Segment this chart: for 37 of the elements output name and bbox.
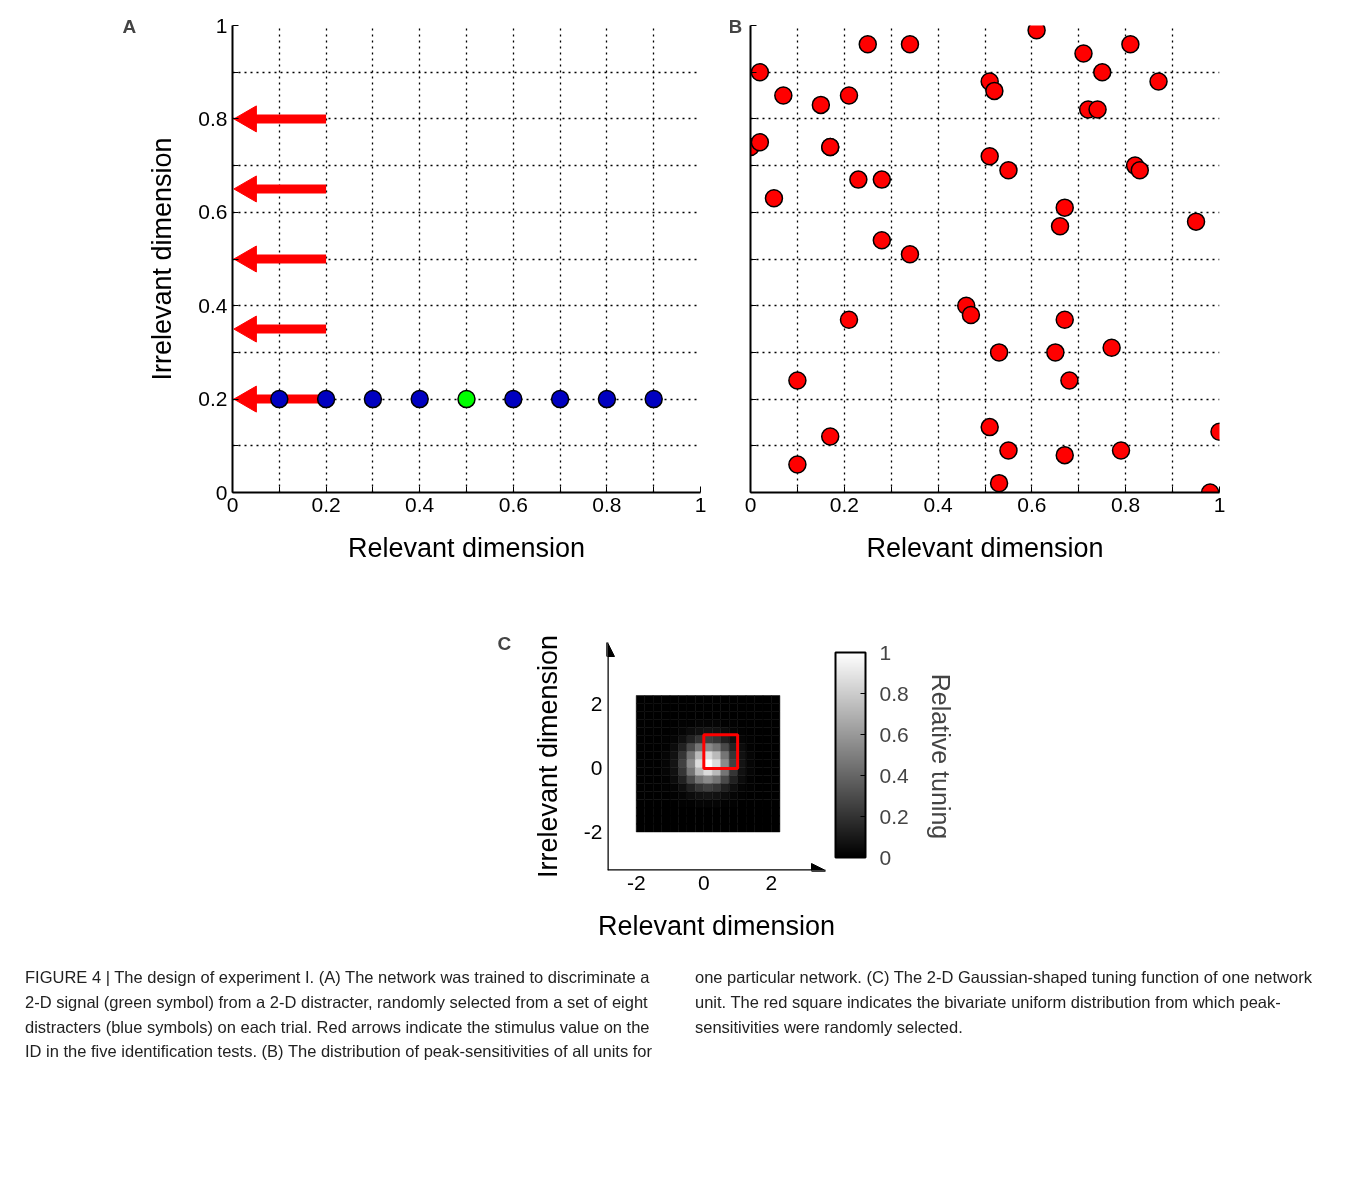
- y-axis-title: Irrelevant dimension: [532, 634, 563, 879]
- x-tick-label: 1: [694, 492, 707, 516]
- color-bar-label: 0.6: [879, 722, 909, 746]
- y-tick-label: 0: [590, 755, 603, 779]
- color-bar-label: 0.4: [879, 763, 910, 787]
- color-bar-label: 1: [879, 640, 892, 664]
- y-tick-label: -2: [583, 819, 603, 843]
- x-tick-label: 0.6: [1017, 492, 1047, 516]
- x-axis-title: Relevant dimension: [347, 532, 586, 563]
- x-tick-label: 2: [765, 870, 778, 894]
- y-tick-label: 0.4: [198, 293, 228, 317]
- y-axis-title: Irrelevant dimension: [147, 137, 178, 381]
- chart-title: A: [122, 15, 137, 37]
- x-axis-title: Relevant dimension: [597, 910, 836, 941]
- x-tick-label: 0.6: [498, 492, 528, 516]
- x-tick-label: 0.4: [405, 492, 435, 516]
- chart-title: B: [728, 15, 743, 37]
- y-tick-label: 0.2: [198, 387, 228, 411]
- y-tick-label: 0.6: [198, 200, 228, 224]
- x-tick-label: -2: [626, 870, 646, 894]
- chart-title: C: [497, 632, 512, 654]
- x-tick-label: 1: [1213, 492, 1226, 516]
- x-tick-label: 0: [744, 492, 757, 516]
- y-tick-label: 1: [215, 13, 228, 37]
- color-bar-label: 0.2: [879, 804, 909, 828]
- color-bar-title: Relative tuning: [926, 673, 955, 840]
- x-tick-label: 0.8: [1111, 492, 1141, 516]
- text: FIGURE 4 | The design of experiment I. (A) The network was trained to discriminate a 2-D signal (green symbol) from a 2-D distracter, randomly selected from a set of eight distracters (blue symbols) on each trial. Red arrows indicate the stimulus value on the ID in the five identification tests. (B) The distribution of peak-sensitivities of all units for one particular network. (C) The 2-D Gaussian-shaped tuning function of one network unit. The red square indicates the bivariate uniform distribution from which peak-sensitivities were randomly selected.: [25, 968, 1312, 1061]
- x-tick-label: 0.4: [923, 492, 954, 516]
- x-tick-label: 0: [697, 870, 710, 894]
- x-tick-label: 0.2: [311, 492, 341, 516]
- color-bar-label: 0.8: [879, 681, 909, 705]
- y-tick-label: 2: [590, 691, 603, 715]
- y-tick-label: 0.8: [198, 106, 228, 130]
- color-bar-label: 0: [879, 845, 892, 869]
- x-tick-label: 0.2: [829, 492, 859, 516]
- x-axis-title: Relevant dimension: [866, 532, 1104, 563]
